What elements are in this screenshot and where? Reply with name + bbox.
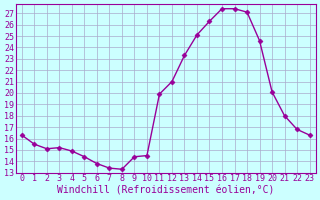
X-axis label: Windchill (Refroidissement éolien,°C): Windchill (Refroidissement éolien,°C) bbox=[57, 186, 274, 196]
